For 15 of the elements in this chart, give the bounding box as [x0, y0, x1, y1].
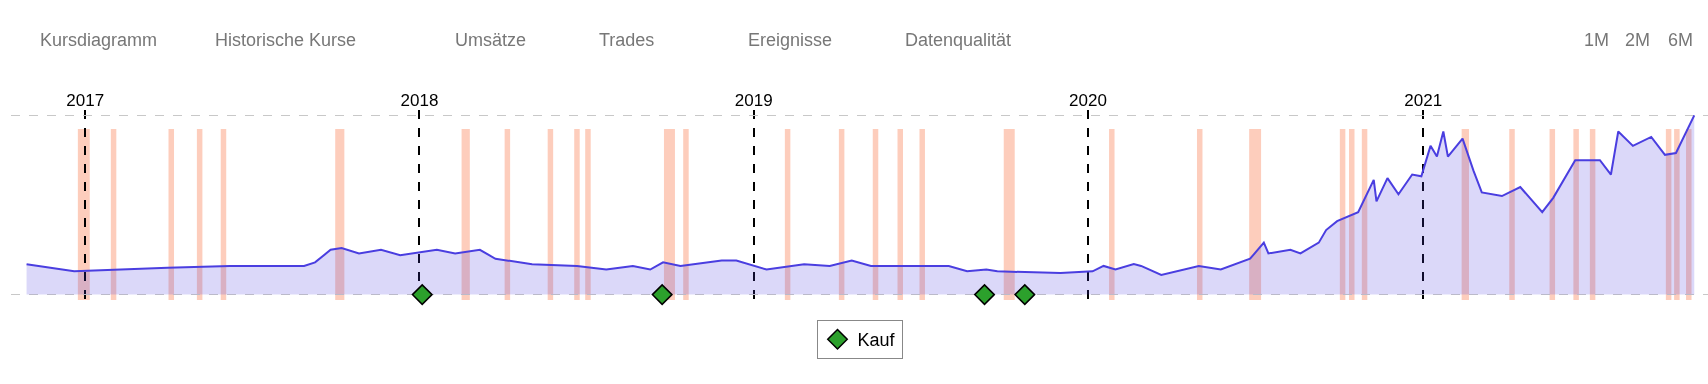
- text: Datenqualität: [905, 30, 1012, 50]
- x-tick-label: 2021: [1404, 90, 1443, 110]
- x-tick-label: 2018: [400, 90, 439, 110]
- text: 6M: [1668, 30, 1694, 50]
- x-tick-label: 2020: [1069, 90, 1107, 110]
- legend-label: Kauf: [857, 330, 896, 351]
- text: 2M: [1625, 30, 1651, 50]
- text: Kursdiagramm: [40, 30, 158, 50]
- text: Trades: [599, 30, 655, 50]
- text: 1M: [1584, 30, 1610, 50]
- x-tick-label: 2017: [66, 90, 105, 110]
- x-tick-label: 2019: [734, 90, 773, 110]
- text: Ereignisse: [748, 30, 833, 50]
- text: Historische Kurse: [215, 30, 357, 50]
- text: Umsätze: [455, 30, 527, 50]
